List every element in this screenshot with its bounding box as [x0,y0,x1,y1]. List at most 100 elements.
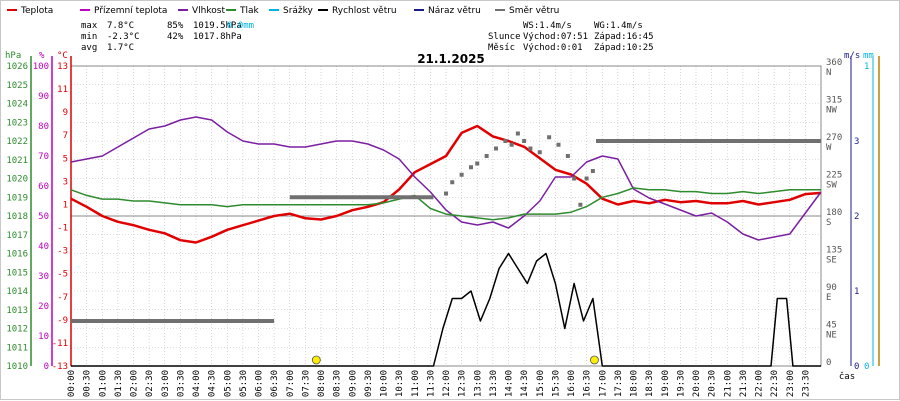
wind-dir-point [572,176,577,181]
sunset-marker [590,355,599,365]
pressure-tick-label: 1010 [6,362,28,372]
x-tick-label: 07:30 [301,370,311,397]
humidity-tick-label: 10 [38,332,49,342]
x-tick-label: 21:00 [723,370,733,397]
temp-tick-label: 7 [63,131,68,141]
wind-tick-label: 3 [854,137,859,147]
x-tick-label: 01:30 [114,370,124,397]
series [70,116,822,367]
x-tick-label: 23:30 [801,370,811,397]
markers [311,355,599,365]
wind-dir-point [537,150,542,155]
wind-dir-point [494,146,498,151]
temp-tick-label: 1 [63,200,68,210]
stat-max-precip: 0.0mm [227,21,254,31]
direction-compass-label: NE [826,331,837,341]
direction-tick-label: 90 [826,283,837,293]
humidity-tick-label: 30 [38,272,49,282]
stat-max-label: max [81,21,98,31]
wind-dir-point [578,202,583,207]
direction-compass-label: SE [826,256,837,266]
pressure-tick-label: 1021 [6,156,28,166]
temp-tick-label: -11 [52,339,68,349]
x-tick-label: 05:30 [239,370,249,397]
x-tick-label: 22:00 [755,370,765,397]
temp-tick-label: -13 [52,362,68,372]
x-tick-label: 06:00 [255,370,265,397]
x-tick-label: 12:30 [458,370,468,397]
direction-compass-label: E [826,293,831,303]
humidity-tick-label: 90 [38,92,49,102]
stat-min-temp: -2.3°C [107,32,140,42]
wind-dir-point [556,142,561,147]
wind-dir-point [469,165,473,170]
x-tick-label: 04:00 [192,370,202,397]
x-tick-label: 07:00 [286,370,296,397]
x-tick-label: 01:00 [98,370,108,397]
x-tick-label: 00:30 [83,370,93,397]
temp-tick-label: 9 [63,108,68,118]
x-tick-label: 03:30 [176,370,186,397]
wind_speed-line [71,252,821,367]
x-tick-label: 20:00 [692,370,702,397]
pressure-tick-label: 1012 [6,325,28,335]
direction-tick-label: 45 [826,321,837,331]
wind-dir-point [590,169,595,173]
x-tick-label: 22:30 [770,370,780,397]
stat-avg-temp: 1.7°C [107,43,134,53]
stat-max-temp: 7.8°C [107,21,134,31]
x-tick-label: 11:00 [411,370,421,397]
wind-axis-unit: m/s [844,51,860,61]
x-tick-label: 18:30 [645,370,655,397]
direction-compass-label: SW [826,181,837,191]
wind-dir-point [450,180,455,185]
legend-label-feels_like: Přízemní teplota [94,6,167,16]
pressure-tick-label: 1020 [6,175,28,185]
x-tick-label: 09:30 [364,370,374,397]
humidity-tick-label: 100 [33,62,49,72]
legend-label-pressure: Tlak [239,6,260,16]
wind-dir-point [444,191,448,196]
x-tick-label: 17:00 [598,370,608,397]
wind-dir-point [528,146,533,151]
legend: Teplota Přízemní teplota Vlhkost Tlak Srážky… [7,6,559,16]
x-tick-label: 10:00 [380,370,390,397]
x-tick-label: 11:30 [426,370,436,397]
pressure-tick-label: 1022 [6,137,28,147]
stat-max-press: 1019.5hPa [193,21,242,31]
direction-tick-label: 135 [826,246,842,256]
x-tick-label: 15:30 [551,370,561,397]
x-tick-label: 02:00 [130,370,140,397]
x-tick-label: 10:30 [395,370,405,397]
pressure-axis-unit: hPa [5,51,21,61]
temp-tick-label: 13 [57,62,68,72]
pressure-tick-label: 1015 [6,268,28,278]
humidity-tick-label: 80 [38,122,49,132]
legend-label-wind_speed: Rychlost větru [332,6,397,16]
pressure-tick-label: 1026 [6,62,28,72]
x-tick-label: 02:30 [145,370,155,397]
x-tick-label: 14:00 [505,370,515,397]
pressure-tick-label: 1019 [6,193,28,203]
x-tick-label: 03:00 [161,370,171,397]
stat-avg-label: avg [81,43,97,53]
x-tick-label: 08:00 [317,370,327,397]
info-wg: WG:1.4m/s [594,21,643,31]
info-sun-label: Slunce [488,32,521,42]
stats-panel: max 7.8°C 85% 1019.5hPa 0.0mm min -2.3°C… [81,21,254,53]
temp-tick-label: -5 [57,270,68,280]
x-tick-label: 05:00 [223,370,233,397]
precip-tick-label: 1 [864,62,869,72]
info-moon-label: Měsíc [488,43,515,53]
wind-dir-point [515,131,520,136]
direction-tick-label: 360 [826,58,842,68]
direction-tick-label: 315 [826,96,842,106]
x-tick-label: 00:00 [67,370,77,397]
legend-label-precip: Srážky [283,6,314,16]
x-tick-label: 12:00 [442,370,452,397]
info-sun-rise: Východ:07:51 [523,32,588,42]
temp-tick-label: -9 [57,316,68,326]
pressure-tick-label: 1011 [6,343,28,353]
wind-dir-point [509,142,514,147]
